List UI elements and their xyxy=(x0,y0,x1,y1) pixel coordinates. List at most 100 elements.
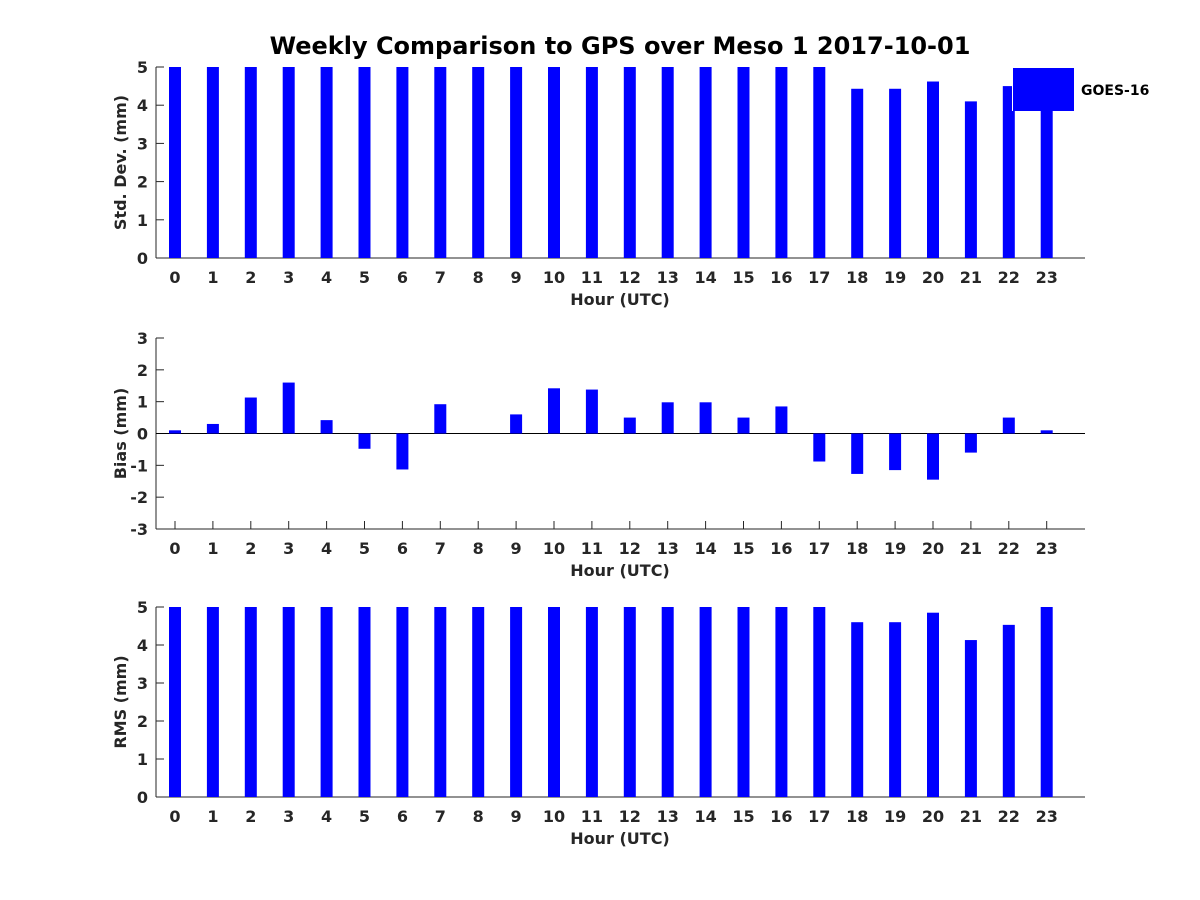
x-tick-label: 22 xyxy=(998,268,1020,287)
y-tick-label: 3 xyxy=(137,329,148,348)
x-tick-label: 8 xyxy=(473,539,484,558)
y-tick-label: 1 xyxy=(137,211,148,230)
bar-std-hour-11 xyxy=(585,67,598,258)
bar-bias-hour-0 xyxy=(169,430,181,434)
x-tick-label: 13 xyxy=(657,807,679,826)
x-tick-label: 18 xyxy=(846,539,868,558)
bar-rms-hour-9 xyxy=(510,607,523,797)
bar-bias-hour-6 xyxy=(396,433,409,470)
bar-std-hour-22 xyxy=(1002,86,1015,258)
x-tick-label: 1 xyxy=(207,539,218,558)
x-tick-label: 21 xyxy=(960,539,982,558)
x-tick-label: 23 xyxy=(1036,539,1058,558)
bar-bias-hour-2 xyxy=(244,397,257,434)
y-tick-label: -3 xyxy=(130,520,148,539)
x-tick-label: 5 xyxy=(359,268,370,287)
bar-bias-hour-15 xyxy=(737,417,750,434)
x-tick-label: 7 xyxy=(435,268,446,287)
bar-std-hour-9 xyxy=(510,67,523,258)
bar-std-hour-16 xyxy=(775,67,788,258)
bar-rms-hour-0 xyxy=(169,607,181,797)
x-tick-label: 23 xyxy=(1036,268,1058,287)
x-tick-label: 13 xyxy=(657,268,679,287)
x-tick-label: 0 xyxy=(169,807,180,826)
y-tick-label: 0 xyxy=(137,425,148,444)
bar-bias-hour-17 xyxy=(813,433,826,462)
x-tick-label: 17 xyxy=(808,807,830,826)
y-tick-label: -2 xyxy=(130,488,148,507)
bar-rms-hour-13 xyxy=(661,607,674,797)
x-tick-label: 2 xyxy=(245,268,256,287)
x-tick-label: 23 xyxy=(1036,807,1058,826)
y-tick-label: 2 xyxy=(137,173,148,192)
x-tick-label: 12 xyxy=(619,539,641,558)
bar-std-hour-23 xyxy=(1040,67,1053,258)
x-tick-label: 9 xyxy=(511,539,522,558)
bar-rms-hour-19 xyxy=(889,622,902,797)
x-tick-label: 7 xyxy=(435,807,446,826)
x-tick-label: 20 xyxy=(922,807,944,826)
bar-std-hour-7 xyxy=(434,67,447,258)
bar-bias-hour-12 xyxy=(623,417,636,434)
x-tick-label: 14 xyxy=(694,539,716,558)
x-tick-label: 2 xyxy=(245,539,256,558)
x-tick-label: 1 xyxy=(207,807,218,826)
legend-swatch-goes16 xyxy=(1013,68,1074,111)
y-tick-label: 2 xyxy=(137,361,148,380)
bar-rms-hour-21 xyxy=(964,640,977,797)
bar-std-hour-19 xyxy=(889,88,902,258)
bar-bias-hour-20 xyxy=(927,433,939,480)
x-tick-label: 0 xyxy=(169,268,180,287)
x-tick-label: 9 xyxy=(511,807,522,826)
x-axis-label: Hour (UTC) xyxy=(570,829,670,848)
bar-std-hour-12 xyxy=(623,67,636,258)
x-tick-label: 15 xyxy=(732,539,754,558)
x-tick-label: 12 xyxy=(619,268,641,287)
bar-bias-hour-23 xyxy=(1040,430,1053,434)
bar-std-hour-17 xyxy=(813,67,826,258)
bar-rms-hour-6 xyxy=(396,607,409,797)
x-tick-label: 5 xyxy=(359,807,370,826)
x-tick-label: 3 xyxy=(283,268,294,287)
y-axis-label: Bias (mm) xyxy=(111,388,130,480)
x-tick-label: 7 xyxy=(435,539,446,558)
y-tick-label: 3 xyxy=(137,134,148,153)
x-tick-label: 4 xyxy=(321,807,332,826)
bar-std-hour-3 xyxy=(282,67,295,258)
x-tick-label: 8 xyxy=(473,807,484,826)
bar-bias-hour-4 xyxy=(320,420,333,434)
x-tick-label: 21 xyxy=(960,807,982,826)
bar-std-hour-0 xyxy=(169,67,181,258)
x-tick-label: 22 xyxy=(998,539,1020,558)
x-tick-label: 14 xyxy=(694,268,716,287)
y-tick-label: 5 xyxy=(137,58,148,77)
y-tick-label: 4 xyxy=(137,636,148,655)
bar-rms-hour-22 xyxy=(1002,624,1015,797)
x-tick-label: 22 xyxy=(998,807,1020,826)
y-tick-label: 3 xyxy=(137,674,148,693)
bar-rms-hour-11 xyxy=(585,607,598,797)
bar-bias-hour-14 xyxy=(699,402,712,434)
bar-std-hour-18 xyxy=(851,88,864,258)
bar-bias-hour-22 xyxy=(1002,417,1015,434)
bar-rms-hour-2 xyxy=(244,607,257,797)
y-axis-label: Std. Dev. (mm) xyxy=(111,95,130,230)
legend-label-goes16: GOES-16 xyxy=(1081,83,1149,99)
bar-std-hour-1 xyxy=(206,67,219,258)
x-tick-label: 17 xyxy=(808,268,830,287)
bar-std-hour-13 xyxy=(661,67,674,258)
bar-std-hour-10 xyxy=(548,67,560,258)
bar-rms-hour-1 xyxy=(206,607,219,797)
bar-bias-hour-11 xyxy=(585,389,598,434)
x-tick-label: 16 xyxy=(770,807,792,826)
x-tick-label: 6 xyxy=(397,539,408,558)
x-tick-label: 21 xyxy=(960,268,982,287)
bar-bias-hour-1 xyxy=(206,423,219,434)
y-tick-label: 1 xyxy=(137,393,148,412)
bar-rms-hour-7 xyxy=(434,607,447,797)
x-tick-label: 20 xyxy=(922,539,944,558)
x-axis-label: Hour (UTC) xyxy=(570,561,670,580)
